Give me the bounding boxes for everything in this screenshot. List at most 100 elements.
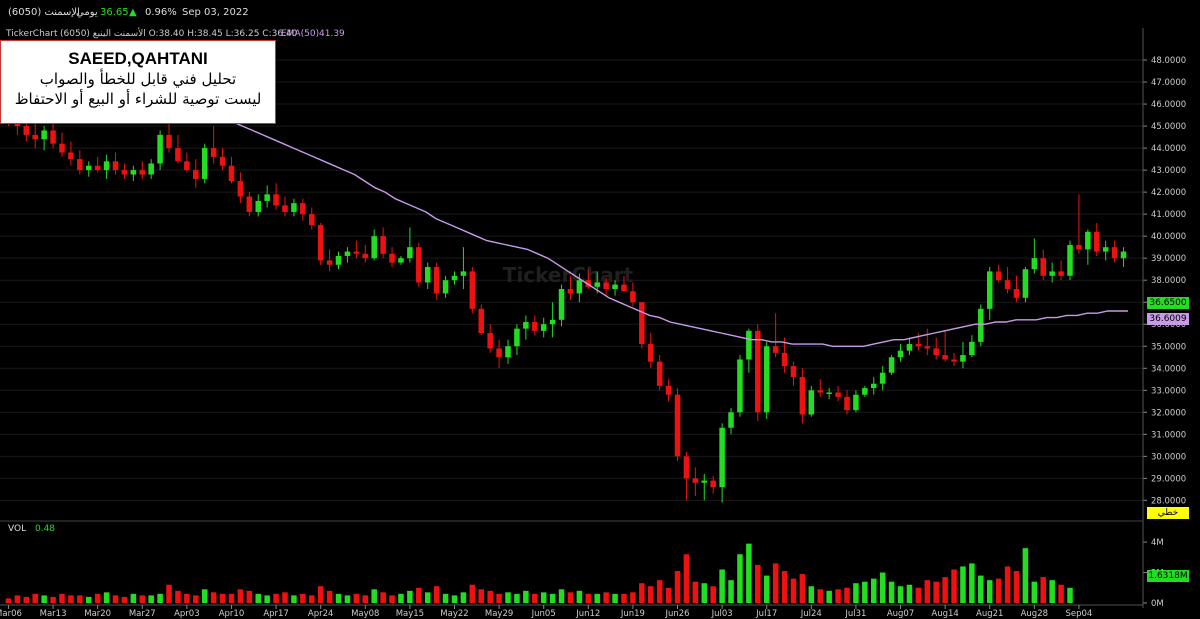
- candle-body: [201, 148, 208, 179]
- v-tick-label: 4M: [1151, 538, 1164, 548]
- volume-bar: [1049, 580, 1055, 603]
- candle: [157, 130, 163, 171]
- disclaimer-line-2: ليست توصية للشراء أو البيع أو الاحتفاظ: [14, 90, 262, 108]
- candle-body: [665, 385, 672, 395]
- candle-body: [853, 394, 859, 411]
- candle-body: [300, 203, 306, 215]
- candle: [942, 330, 948, 362]
- candle-body: [728, 412, 734, 428]
- candle-body: [942, 355, 948, 360]
- candle: [201, 143, 208, 184]
- volume-bar: [1022, 548, 1029, 603]
- candle-body: [585, 280, 592, 287]
- candle-body: [1040, 258, 1047, 276]
- candle: [781, 337, 788, 373]
- candle-body: [487, 333, 493, 349]
- candle: [540, 317, 547, 338]
- candle: [362, 244, 369, 263]
- y-tick-label: 41.0000: [1151, 210, 1186, 220]
- x-tick-label: Sep04: [1066, 609, 1093, 619]
- candle-body: [1085, 231, 1091, 250]
- candle: [121, 163, 128, 179]
- volume-bar: [193, 595, 199, 603]
- volume-bar: [870, 578, 877, 603]
- volume-bar: [1013, 571, 1020, 603]
- candle-body: [1013, 289, 1020, 298]
- disclaimer-line-1: تحليل فني قابل للخطأ والصواب: [39, 70, 237, 88]
- volume-bar: [59, 593, 65, 603]
- candle-body: [1058, 271, 1064, 276]
- candle: [888, 355, 895, 375]
- volume-bar: [344, 595, 351, 603]
- volume-bar: [799, 574, 806, 603]
- y-tick-label: 39.0000: [1151, 254, 1186, 264]
- candle-body: [291, 203, 297, 212]
- volume-bar: [308, 595, 315, 603]
- x-tick-label: Jul31: [844, 609, 866, 619]
- ema-label: EMA(50): [281, 29, 320, 39]
- candle-body: [255, 200, 262, 212]
- candle: [389, 247, 395, 267]
- analyst-name: SAEED,QAHTANI: [68, 49, 208, 68]
- y-tick-label: 45.0000: [1151, 122, 1186, 132]
- candle: [371, 229, 377, 261]
- scale-mode-button[interactable]: خطي: [1147, 507, 1189, 519]
- candle: [1067, 240, 1073, 281]
- volume-bar: [1058, 584, 1064, 603]
- candle-body: [23, 126, 30, 135]
- candle-body: [781, 352, 788, 367]
- volume-bars-layer: [5, 543, 1073, 603]
- candle-body: [1076, 244, 1082, 250]
- volume-bar: [505, 592, 511, 603]
- candle: [505, 339, 511, 364]
- candle-body: [344, 251, 351, 256]
- candle: [978, 304, 984, 347]
- x-tick-label: Mar27: [129, 609, 156, 619]
- candle: [68, 141, 74, 166]
- volume-bar: [255, 593, 262, 603]
- candle-body: [380, 236, 386, 254]
- candle: [487, 324, 493, 353]
- volume-bar: [478, 589, 485, 603]
- volume-bar: [532, 593, 538, 603]
- candle-body: [407, 247, 413, 259]
- y-tick-label: 30.0000: [1151, 452, 1186, 462]
- candle: [969, 335, 975, 358]
- candle-body: [1067, 244, 1073, 276]
- candle: [282, 196, 288, 217]
- volume-bar: [389, 595, 395, 603]
- candle: [184, 152, 190, 173]
- candle-body: [603, 282, 609, 290]
- volume-bar: [416, 587, 422, 603]
- candle-body: [68, 152, 74, 160]
- candle-body: [282, 205, 288, 212]
- volume-bar: [790, 578, 797, 603]
- candle: [567, 275, 574, 301]
- candle-body: [683, 456, 690, 479]
- volume-bar: [951, 569, 957, 603]
- candle-body: [790, 366, 797, 378]
- candle: [451, 271, 458, 285]
- ema-price-tag: 36.6009: [1147, 313, 1189, 325]
- candle: [746, 328, 752, 373]
- candle-body: [826, 392, 832, 394]
- x-tick-label: Aug14: [931, 609, 958, 619]
- candle: [763, 341, 770, 419]
- volume-bar: [853, 583, 859, 603]
- candle: [817, 379, 824, 397]
- candle-body: [398, 258, 404, 263]
- candle-body: [478, 308, 485, 334]
- volume-bar: [442, 593, 449, 603]
- candle: [478, 304, 485, 336]
- candle-body: [433, 266, 440, 294]
- ohlc-readout: الأسمنت الينبع (6050) O:38.40 H:38.45 L:…: [60, 29, 298, 39]
- volume-bar: [219, 593, 226, 603]
- candle-body: [862, 388, 868, 395]
- candle: [1040, 249, 1047, 281]
- candle-body: [1102, 247, 1109, 252]
- candle-body: [612, 284, 618, 290]
- candle: [1094, 222, 1100, 256]
- candle-body: [772, 346, 779, 353]
- x-tick-label: Apr24: [308, 609, 334, 619]
- candle: [460, 247, 467, 290]
